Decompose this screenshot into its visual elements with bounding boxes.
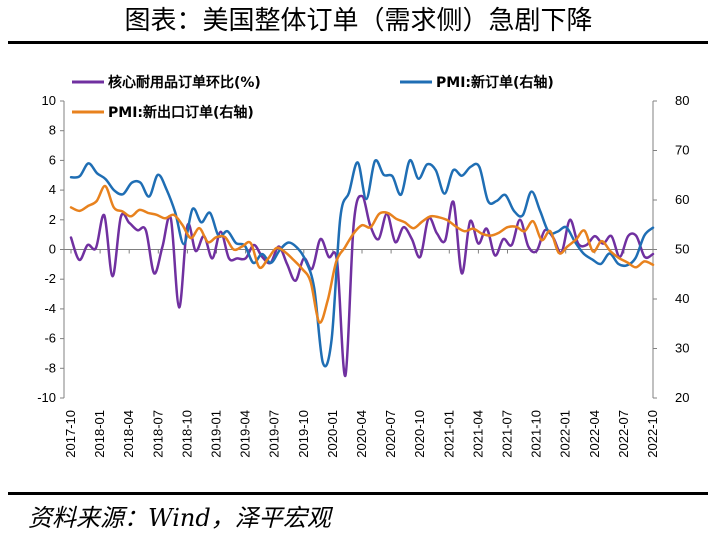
right-tick-label: 40 xyxy=(675,291,689,306)
footer-rule xyxy=(8,492,708,495)
left-tick-label: -6 xyxy=(44,331,56,346)
x-tick-label: 2021-04 xyxy=(470,410,485,458)
series-line-3 xyxy=(69,184,655,324)
x-tick-label: 2019-07 xyxy=(267,410,282,458)
left-tick-label: -8 xyxy=(44,360,56,375)
left-tick-label: 0 xyxy=(49,242,56,257)
x-tick-label: 2022-01 xyxy=(558,410,573,458)
right-tick-label: 60 xyxy=(675,192,689,207)
left-tick-label: -2 xyxy=(44,271,56,286)
x-tick-label: 2021-07 xyxy=(500,410,515,458)
x-tick-label: 2021-01 xyxy=(441,410,456,458)
right-tick-label: 30 xyxy=(675,341,689,356)
left-tick-label: 4 xyxy=(49,182,56,197)
series-line-2 xyxy=(69,158,655,368)
x-tick-label: 2018-07 xyxy=(150,410,165,458)
x-tick-label: 2020-04 xyxy=(354,410,369,458)
legend-label-1: 核心耐用品订单环比(%) xyxy=(108,74,261,91)
x-tick-label: 2018-10 xyxy=(179,410,194,458)
x-tick-label: 2019-01 xyxy=(209,410,224,458)
x-tick-label: 2019-04 xyxy=(238,410,253,458)
x-tick-label: 2018-01 xyxy=(92,410,107,458)
x-tick-label: 2020-10 xyxy=(412,410,427,458)
left-tick-label: -10 xyxy=(37,390,56,405)
x-tick-label: 2020-07 xyxy=(383,410,398,458)
x-tick-label: 2021-10 xyxy=(529,410,544,458)
x-tick-label: 2022-07 xyxy=(616,410,631,458)
series-line-1 xyxy=(69,194,655,377)
left-tick-label: 10 xyxy=(42,93,56,108)
x-tick-label: 2017-10 xyxy=(63,410,78,458)
title-rule xyxy=(8,41,708,44)
legend-label-2: PMI:新订单(右轴) xyxy=(436,74,554,91)
x-tick-label: 2022-10 xyxy=(645,410,660,458)
left-tick-label: 2 xyxy=(49,212,56,227)
left-tick-label: 8 xyxy=(49,123,56,138)
source-note: 资料来源：Wind，泽平宏观 xyxy=(28,504,331,532)
right-tick-label: 80 xyxy=(675,93,689,108)
x-tick-label: 2022-04 xyxy=(587,410,602,458)
legend-label-3: PMI:新出口订单(右轴) xyxy=(108,104,254,121)
right-tick-label: 50 xyxy=(675,242,689,257)
right-tick-label: 70 xyxy=(675,143,689,158)
left-tick-label: 6 xyxy=(49,152,56,167)
right-tick-label: 20 xyxy=(675,390,689,405)
chart-title: 图表：美国整体订单（需求侧）急剧下降 xyxy=(124,6,593,36)
x-tick-label: 2018-04 xyxy=(121,410,136,458)
x-tick-label: 2019-10 xyxy=(296,410,311,458)
left-tick-label: -4 xyxy=(44,301,56,316)
x-tick-label: 2020-01 xyxy=(325,410,340,458)
